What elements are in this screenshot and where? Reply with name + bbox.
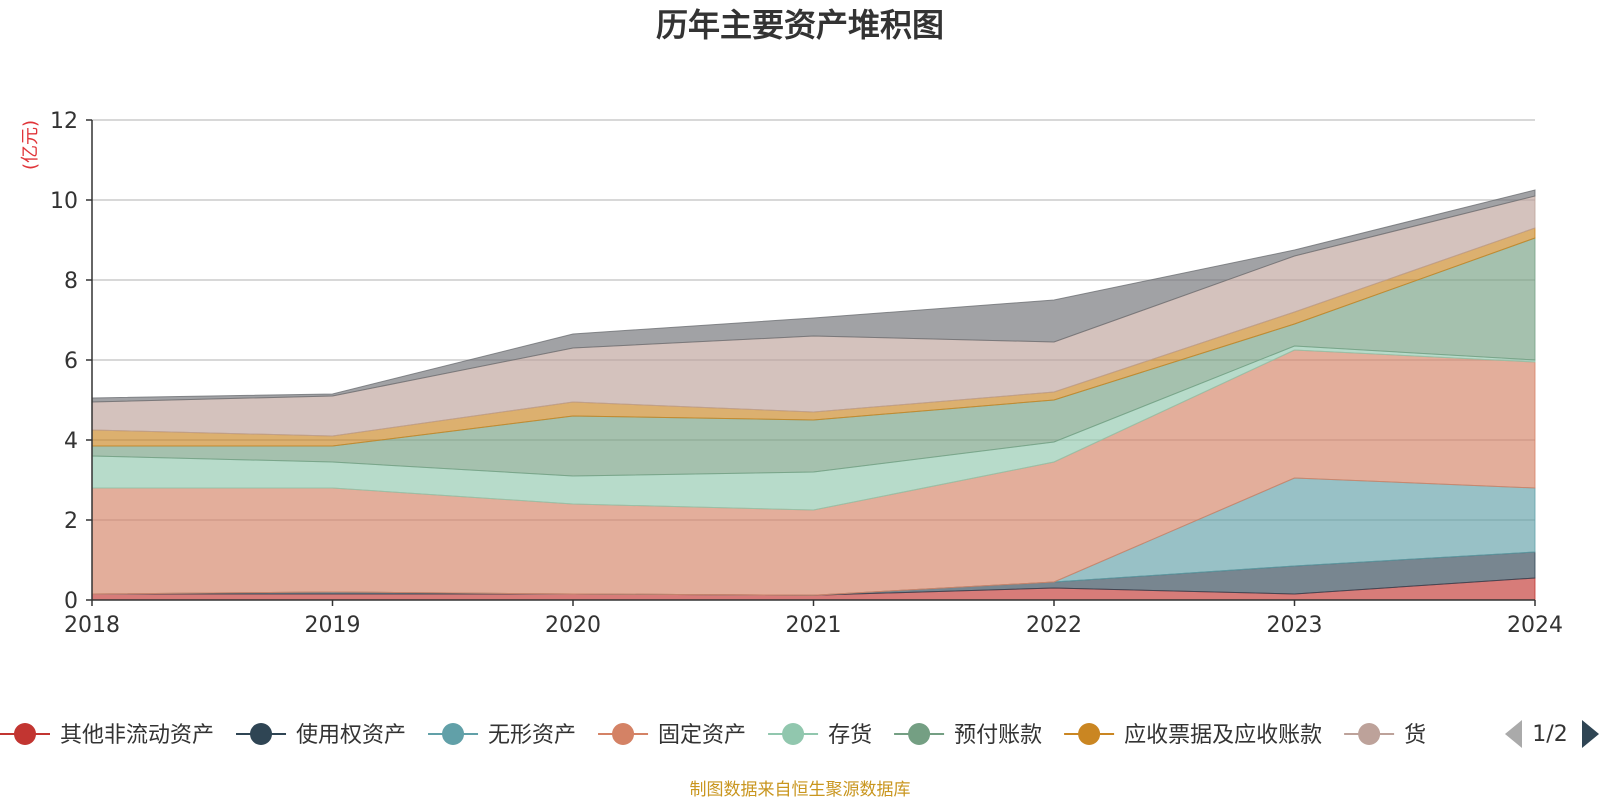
- legend-circle-icon: [250, 723, 273, 745]
- y-tick-label: 12: [50, 109, 78, 134]
- legend-circle-icon: [14, 723, 36, 745]
- y-tick-label: 2: [64, 509, 78, 534]
- legend-pager: 1/2: [1505, 720, 1599, 748]
- data-source-note: 制图数据来自恒生聚源数据库: [690, 780, 911, 800]
- x-tick-label: 2022: [1026, 613, 1082, 638]
- legend-circle-icon: [908, 723, 931, 745]
- legend-label: 存货: [828, 723, 872, 748]
- legend-item[interactable]: 其他非流动资产: [0, 723, 214, 748]
- legend-item[interactable]: 货: [1344, 723, 1426, 748]
- legend-circle-icon: [1078, 723, 1101, 745]
- x-tick-label: 2019: [305, 613, 361, 638]
- legend-label: 预付账款: [954, 723, 1042, 748]
- legend-label: 货: [1404, 723, 1426, 748]
- y-tick-label: 4: [64, 429, 78, 454]
- y-axis-unit-label: (亿元): [20, 120, 41, 170]
- legend-label: 应收票据及应收账款: [1124, 723, 1322, 748]
- legend-page-indicator: 1/2: [1532, 722, 1567, 747]
- legend-circle-icon: [612, 723, 635, 745]
- y-axis-tick-labels: 0 2 4 6 8 10 12: [50, 109, 78, 614]
- x-tick-label: 2020: [545, 613, 601, 638]
- legend-circle-icon: [1358, 723, 1381, 745]
- chart-title: 历年主要资产堆积图: [656, 6, 944, 44]
- area-series: [91, 189, 1536, 403]
- legend-label: 无形资产: [488, 723, 576, 748]
- legend-item[interactable]: 存货: [768, 723, 872, 748]
- x-tick-label: 2024: [1507, 613, 1563, 638]
- legend-prev-page-icon[interactable]: [1505, 720, 1522, 748]
- y-tick-label: 8: [64, 269, 78, 294]
- legend-next-page-icon[interactable]: [1582, 720, 1599, 748]
- legend-item[interactable]: 应收票据及应收账款: [1064, 723, 1322, 748]
- legend-circle-icon: [782, 723, 805, 745]
- legend-label: 其他非流动资产: [60, 723, 214, 748]
- legend-item[interactable]: 预付账款: [894, 723, 1042, 748]
- y-tick-label: 0: [64, 589, 78, 614]
- legend-item[interactable]: 固定资产: [598, 723, 746, 748]
- x-tick-label: 2021: [786, 613, 842, 638]
- x-tick-label: 2018: [64, 613, 120, 638]
- legend: 其他非流动资产 使用权资产 无形资产 固定资产 存货 预付账款 应收票据及应收账款 货: [0, 723, 1426, 748]
- y-tick-label: 10: [50, 189, 78, 214]
- area-series-group: [91, 189, 1536, 601]
- x-axis-tick-labels: 2018 2019 2020 2021 2022 2023 2024: [64, 613, 1563, 638]
- legend-label: 固定资产: [658, 723, 746, 748]
- axes: [86, 119, 1536, 606]
- legend-circle-icon: [442, 723, 465, 745]
- legend-item[interactable]: 无形资产: [428, 723, 576, 748]
- legend-item[interactable]: 使用权资产: [236, 723, 406, 748]
- y-tick-label: 6: [64, 349, 78, 374]
- x-tick-label: 2023: [1267, 613, 1323, 638]
- legend-label: 使用权资产: [296, 723, 406, 748]
